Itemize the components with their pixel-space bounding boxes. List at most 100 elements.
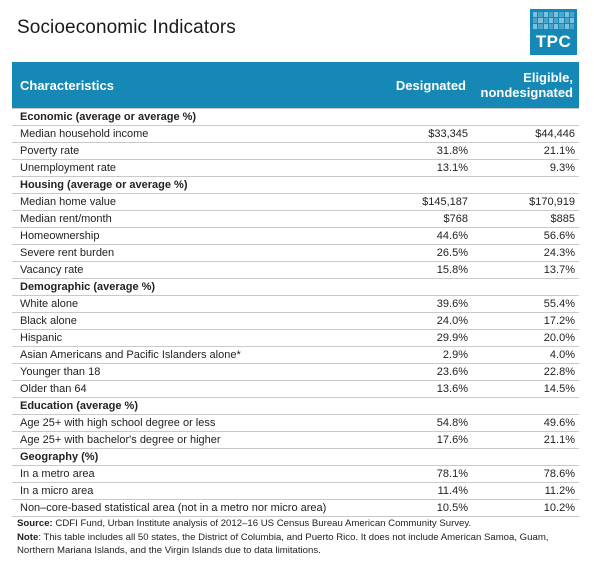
section-title: Geography (%) <box>12 448 354 466</box>
eligible-value: 24.3% <box>472 244 579 262</box>
eligible-value: 9.3% <box>472 159 579 177</box>
row-label: White alone <box>12 295 354 313</box>
table-row: Unemployment rate 13.1% 9.3% <box>12 159 579 177</box>
section-empty-cell <box>354 397 472 415</box>
logo-text: TPC <box>535 32 572 51</box>
section-empty-cell <box>472 176 579 194</box>
table-row: White alone 39.6% 55.4% <box>12 295 579 313</box>
table-row: Median home value $145,187 $170,919 <box>12 193 579 211</box>
designated-value: 10.5% <box>354 499 472 517</box>
header-designated: Designated <box>354 62 472 109</box>
row-label: Homeownership <box>12 227 354 245</box>
row-label: Unemployment rate <box>12 159 354 177</box>
row-label: Black alone <box>12 312 354 330</box>
eligible-value: 55.4% <box>472 295 579 313</box>
eligible-value: 78.6% <box>472 465 579 483</box>
header-eligible-line1: Eligible, <box>523 70 573 85</box>
eligible-value: $44,446 <box>472 125 579 143</box>
designated-value: 13.1% <box>354 159 472 177</box>
section-empty-cell <box>354 108 472 126</box>
eligible-value: 21.1% <box>472 142 579 160</box>
row-label: Median household income <box>12 125 354 143</box>
section-title: Demographic (average %) <box>12 278 354 296</box>
indicators-table: Characteristics Designated Eligible, non… <box>12 62 579 517</box>
eligible-value: 4.0% <box>472 346 579 364</box>
table-row: Hispanic 29.9% 20.0% <box>12 329 579 347</box>
header-characteristics: Characteristics <box>12 62 354 109</box>
header-eligible-line2: nondesignated <box>480 85 573 100</box>
table-row: Severe rent burden 26.5% 24.3% <box>12 244 579 262</box>
header-eligible: Eligible, nondesignated <box>472 62 579 109</box>
table-body: Economic (average or average %) Median ho… <box>12 108 579 517</box>
table-row: Older than 64 13.6% 14.5% <box>12 380 579 398</box>
row-label: Median home value <box>12 193 354 211</box>
designated-value: 15.8% <box>354 261 472 279</box>
section-empty-cell <box>472 397 579 415</box>
designated-value: 78.1% <box>354 465 472 483</box>
designated-value: 2.9% <box>354 346 472 364</box>
designated-value: 11.4% <box>354 482 472 500</box>
row-label: Hispanic <box>12 329 354 347</box>
section-empty-cell <box>472 108 579 126</box>
row-label: Vacancy rate <box>12 261 354 279</box>
section-header-row: Housing (average or average %) <box>12 176 579 194</box>
designated-value: 39.6% <box>354 295 472 313</box>
table-row: Age 25+ with high school degree or less 5… <box>12 414 579 432</box>
row-label: Age 25+ with bachelor's degree or higher <box>12 431 354 449</box>
table-row: Median rent/month $768 $885 <box>12 210 579 228</box>
eligible-value: $885 <box>472 210 579 228</box>
eligible-value: 22.8% <box>472 363 579 381</box>
note-label: Note <box>17 531 39 543</box>
designated-value: 26.5% <box>354 244 472 262</box>
row-label: Asian Americans and Pacific Islanders al… <box>12 346 354 364</box>
section-header-row: Geography (%) <box>12 448 579 466</box>
section-empty-cell <box>472 448 579 466</box>
eligible-value: $170,919 <box>472 193 579 211</box>
section-title: Housing (average or average %) <box>12 176 354 194</box>
table-row: In a micro area 11.4% 11.2% <box>12 482 579 500</box>
row-label: In a micro area <box>12 482 354 500</box>
section-empty-cell <box>354 448 472 466</box>
section-empty-cell <box>472 278 579 296</box>
table-header-row: Characteristics Designated Eligible, non… <box>12 62 579 109</box>
designated-value: 24.0% <box>354 312 472 330</box>
table-row: Poverty rate 31.8% 21.1% <box>12 142 579 160</box>
logo-grid-icon <box>533 12 574 29</box>
table-row: Black alone 24.0% 17.2% <box>12 312 579 330</box>
section-empty-cell <box>354 278 472 296</box>
row-label: Median rent/month <box>12 210 354 228</box>
eligible-value: 17.2% <box>472 312 579 330</box>
designated-value: 13.6% <box>354 380 472 398</box>
row-label: Older than 64 <box>12 380 354 398</box>
row-label: Poverty rate <box>12 142 354 160</box>
row-label: Younger than 18 <box>12 363 354 381</box>
eligible-value: 49.6% <box>472 414 579 432</box>
designated-value: $145,187 <box>354 193 472 211</box>
eligible-value: 10.2% <box>472 499 579 517</box>
designated-value: 54.8% <box>354 414 472 432</box>
table-row: Non–core-based statistical area (not in … <box>12 499 579 517</box>
section-title: Education (average %) <box>12 397 354 415</box>
row-label: Non–core-based statistical area (not in … <box>12 499 354 517</box>
footnotes: Source: CDFI Fund, Urban Institute analy… <box>17 517 587 558</box>
section-title: Economic (average or average %) <box>12 108 354 126</box>
page-title: Socioeconomic Indicators <box>17 17 236 38</box>
designated-value: 31.8% <box>354 142 472 160</box>
section-header-row: Education (average %) <box>12 397 579 415</box>
table-row: Median household income $33,345 $44,446 <box>12 125 579 143</box>
table-row: Asian Americans and Pacific Islanders al… <box>12 346 579 364</box>
designated-value: 29.9% <box>354 329 472 347</box>
source-note: Source: CDFI Fund, Urban Institute analy… <box>17 517 587 531</box>
general-note: Note: This table includes all 50 states,… <box>17 531 587 558</box>
table-row: Age 25+ with bachelor's degree or higher… <box>12 431 579 449</box>
eligible-value: 13.7% <box>472 261 579 279</box>
tpc-logo: TPC <box>530 9 577 55</box>
eligible-value: 56.6% <box>472 227 579 245</box>
eligible-value: 21.1% <box>472 431 579 449</box>
eligible-value: 14.5% <box>472 380 579 398</box>
section-empty-cell <box>354 176 472 194</box>
table-row: Vacancy rate 15.8% 13.7% <box>12 261 579 279</box>
designated-value: 44.6% <box>354 227 472 245</box>
row-label: Age 25+ with high school degree or less <box>12 414 354 432</box>
table-row: Younger than 18 23.6% 22.8% <box>12 363 579 381</box>
